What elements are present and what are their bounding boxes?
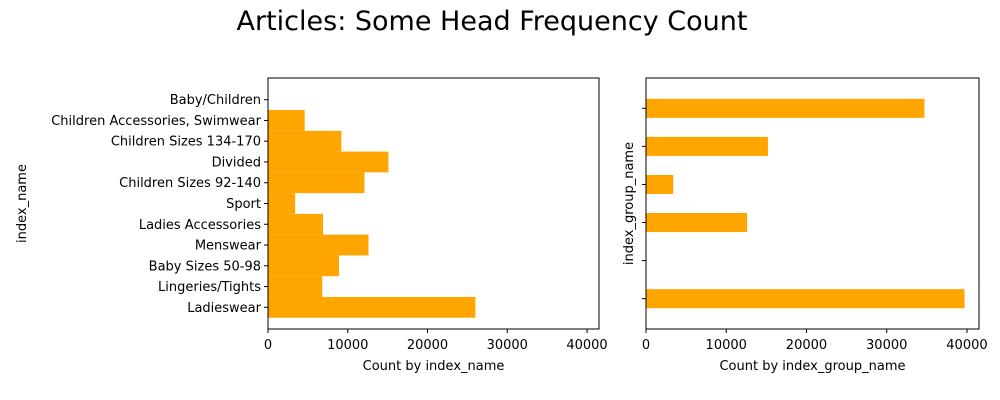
bar-children-sizes-134-170-8 xyxy=(268,130,342,152)
y-axis-label: index_group_name xyxy=(622,142,637,265)
x-tick-label-40000: 40000 xyxy=(566,338,607,353)
plot-frame xyxy=(645,77,980,330)
x-tick-label-20000: 20000 xyxy=(786,338,827,353)
bar-ladies-accessories-4 xyxy=(268,213,324,235)
y-tick-label-lingeries-tights: Lingeries/Tights xyxy=(158,280,261,295)
bar-blank-5 xyxy=(646,98,925,118)
x-axis-label: Count by index_name xyxy=(363,359,505,374)
x-axis-ticks: 0 10000 20000 30000 40000 xyxy=(642,329,988,353)
x-tick-label-40000: 40000 xyxy=(946,338,987,353)
bar-blank-3 xyxy=(646,174,674,194)
y-tick-label-baby-children: Baby/Children xyxy=(170,93,261,108)
chart-count-by-index-group-name: 0 10000 20000 30000 40000 Count by index_gro… xyxy=(622,77,988,374)
y-axis-label: index_name xyxy=(15,164,30,243)
y-tick-label-children-accessories-swimwear: Children Accessories, Swimwear xyxy=(51,114,261,129)
y-axis-ticks: Ladieswear Lingeries/Tights Baby Sizes 50-… xyxy=(51,93,268,316)
x-tick-label-0: 0 xyxy=(642,338,650,353)
x-tick-label-30000: 30000 xyxy=(866,338,907,353)
bar-ladieswear-0 xyxy=(268,296,476,318)
y-tick-label-divided: Divided xyxy=(212,155,261,170)
x-tick-label-20000: 20000 xyxy=(407,338,448,353)
x-tick-label-10000: 10000 xyxy=(327,338,368,353)
bar-blank-4 xyxy=(646,136,768,156)
y-tick-label-ladies-accessories: Ladies Accessories xyxy=(139,218,261,233)
bar-sport-5 xyxy=(268,193,296,214)
x-tick-label-10000: 10000 xyxy=(706,338,747,353)
y-tick-label-sport: Sport xyxy=(226,197,261,212)
x-axis-ticks: 0 10000 20000 30000 40000 xyxy=(264,329,608,353)
bar-children-sizes-92-140-6 xyxy=(268,172,365,194)
bar-lingeries-tights-1 xyxy=(268,276,323,297)
y-tick-label-children-sizes-134-170: Children Sizes 134-170 xyxy=(111,135,261,150)
x-tick-label-0: 0 xyxy=(264,338,272,353)
bar-baby-sizes-50-98-2 xyxy=(268,255,339,277)
y-tick-label-baby-sizes-50-98: Baby Sizes 50-98 xyxy=(149,259,261,274)
bar-blank-0 xyxy=(646,289,965,309)
bar-children-accessories-swimwear-9 xyxy=(268,110,305,131)
y-tick-label-children-sizes-92-140: Children Sizes 92-140 xyxy=(119,176,261,191)
bar-divided-7 xyxy=(268,151,389,173)
bars-group xyxy=(646,98,965,309)
bar-menswear-3 xyxy=(268,234,369,256)
chart-count-by-index-name: Ladieswear Lingeries/Tights Baby Sizes 50-… xyxy=(15,77,608,374)
bars-group xyxy=(268,110,476,318)
x-axis-label: Count by index_group_name xyxy=(719,359,905,374)
y-tick-label-menswear: Menswear xyxy=(195,239,262,254)
y-axis-ticks xyxy=(642,107,646,300)
bar-blank-2 xyxy=(646,213,748,233)
x-tick-label-30000: 30000 xyxy=(487,338,528,353)
figure-title: Articles: Some Head Frequency Count xyxy=(237,6,748,37)
y-tick-label-ladieswear: Ladieswear xyxy=(187,301,261,316)
